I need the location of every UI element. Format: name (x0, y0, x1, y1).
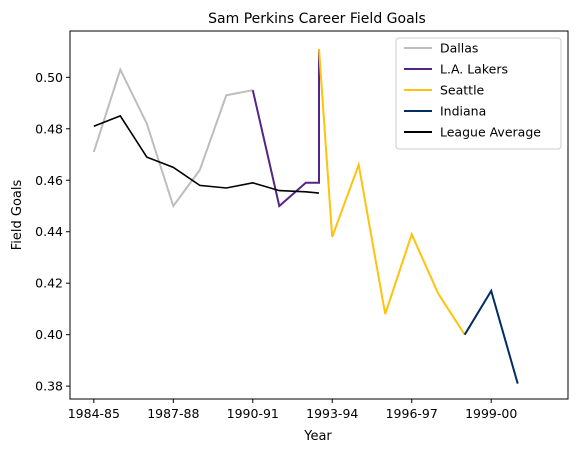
chart-title: Sam Perkins Career Field Goals (208, 11, 426, 27)
legend-label: Indiana (440, 104, 486, 119)
y-tick-label: 0.46 (35, 173, 63, 188)
series-line-seattle (318, 48, 466, 336)
plot-lines (92, 48, 519, 384)
legend-label: Dallas (440, 41, 478, 56)
y-tick-label: 0.44 (35, 224, 63, 239)
legend-label: Seattle (440, 83, 485, 98)
series-line-league-average (93, 114, 320, 194)
x-tick-label: 1990-91 (227, 406, 279, 421)
series-line-l-a-lakers (251, 49, 320, 208)
x-tick-label: 1984-85 (68, 406, 120, 421)
legend-frame (395, 37, 562, 150)
y-tick-label: 0.40 (35, 327, 63, 342)
legend-label: League Average (440, 125, 541, 140)
plot-area-frame (69, 30, 569, 400)
x-tick-label: 1996-97 (386, 406, 438, 421)
x-axis-ticks: 1984-85 1987-88 1990-91 1993-94 1996-97 1999-… (68, 399, 517, 421)
x-tick-label: 1999-00 (465, 406, 517, 421)
y-tick-label: 0.42 (35, 276, 63, 291)
series-line-dallas (92, 66, 253, 209)
legend-label: L.A. Lakers (440, 62, 508, 77)
x-tick-label: 1987-88 (147, 406, 199, 421)
y-axis-label: Field Goals (10, 180, 25, 251)
y-tick-label: 0.38 (35, 379, 63, 394)
y-axis-ticks: 0.38 0.40 0.42 0.44 0.46 0.48 0.50 (35, 70, 70, 394)
y-tick-label: 0.48 (35, 121, 63, 136)
x-tick-label: 1993-94 (306, 406, 358, 421)
y-tick-label: 0.50 (35, 70, 63, 85)
legend: Dallas L.A. Lakers Seattle Indiana League Av… (395, 37, 562, 150)
series-line-indiana (463, 288, 519, 384)
x-axis-label: Year (303, 429, 332, 444)
